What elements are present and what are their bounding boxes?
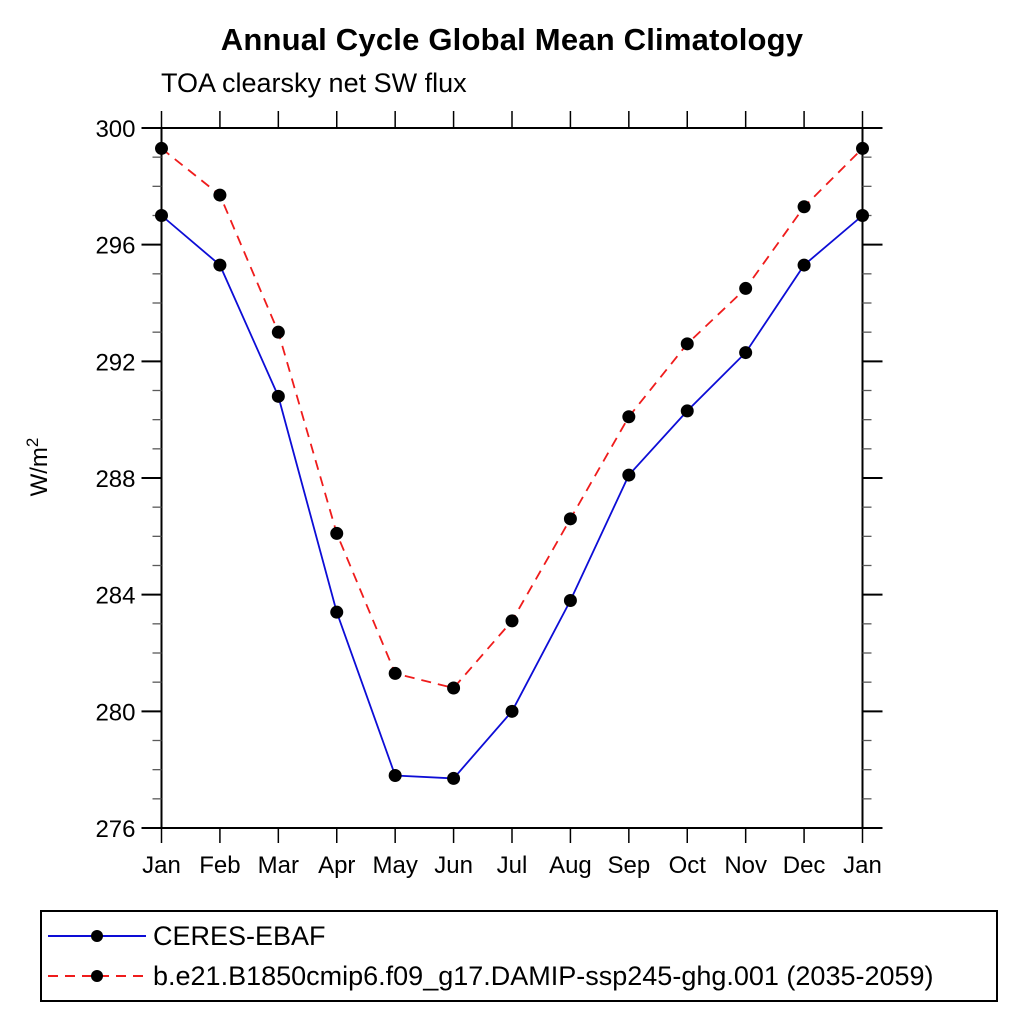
y-axis: 276 280 284 288 292 296 300 (95, 116, 883, 843)
data-point-marker (330, 526, 344, 540)
x-axis: Jan Feb Mar Apr May Jun Jul Aug Sep Oct Nov Dec Jan (142, 111, 882, 879)
data-point-marker (563, 512, 577, 526)
y-axis-tick-label: 284 (95, 583, 135, 610)
x-axis-tick-label: Apr (318, 852, 355, 879)
data-point-marker (388, 666, 402, 680)
data-point-marker (213, 258, 227, 272)
series-model (155, 141, 869, 695)
data-point-marker (680, 404, 694, 418)
legend-swatch-model (48, 970, 146, 982)
data-point-marker (155, 209, 168, 222)
y-axis-label: W/m2 (23, 438, 53, 497)
x-axis-tick-label: Jan (142, 852, 181, 879)
x-axis-tick-label: Aug (549, 852, 592, 879)
series-line (160, 214, 864, 780)
x-axis-tick-label: Jun (434, 852, 473, 879)
legend: CERES-EBAF b.e21.B1850cmip6.f09_g17.DAMI… (40, 910, 998, 1002)
data-point-marker (739, 281, 753, 295)
legend-marker-icon (91, 970, 103, 982)
x-axis-tick-label: Feb (199, 852, 240, 879)
x-axis-tick-label: May (372, 852, 417, 879)
data-point-marker (797, 200, 811, 214)
legend-label-ceres: CERES-EBAF (153, 920, 326, 951)
x-axis-tick-label: Sep (607, 852, 650, 879)
data-point-marker (856, 141, 869, 155)
data-point-marker (563, 594, 577, 607)
x-axis-tick-label: Dec (783, 852, 826, 879)
series-line (160, 147, 864, 690)
data-point-marker (213, 188, 227, 202)
data-point-marker (388, 769, 402, 782)
y-axis-tick-label: 280 (95, 699, 135, 726)
data-point-marker (856, 209, 869, 222)
data-point-marker (447, 771, 461, 785)
legend-item-model: b.e21.B1850cmip6.f09_g17.DAMIP-ssp245-gh… (46, 956, 996, 996)
series-ceres-ebaf (155, 209, 869, 785)
data-point-marker (271, 325, 285, 339)
data-point-marker (622, 468, 636, 482)
data-point-marker (447, 681, 461, 695)
plot-frame (160, 127, 864, 829)
data-point-marker (505, 704, 519, 718)
data-point-marker (797, 258, 811, 272)
y-axis-tick-label: 292 (95, 349, 135, 376)
x-axis-tick-label: Mar (258, 852, 299, 879)
data-point-marker (271, 389, 285, 403)
legend-swatch-ceres (48, 930, 146, 942)
data-point-marker (739, 346, 753, 360)
x-axis-tick-label: Jul (497, 852, 528, 879)
y-axis-tick-label: 300 (95, 116, 135, 143)
y-axis-tick-label: 288 (95, 466, 135, 493)
x-axis-tick-label: Oct (669, 852, 707, 879)
data-point-marker (622, 410, 636, 424)
y-axis-tick-label: 296 (95, 233, 135, 260)
legend-item-ceres: CERES-EBAF (46, 916, 996, 956)
data-point-marker (505, 614, 519, 628)
legend-label-model: b.e21.B1850cmip6.f09_g17.DAMIP-ssp245-gh… (153, 960, 934, 991)
data-point-marker (330, 605, 344, 619)
chart-subtitle: TOA clearsky net SW flux (161, 68, 467, 98)
legend-marker-icon (91, 930, 103, 942)
data-point-marker (680, 337, 694, 351)
y-axis-tick-label: 276 (95, 816, 135, 843)
x-axis-tick-label: Jan (843, 852, 882, 879)
chart-title: Annual Cycle Global Mean Climatology (220, 22, 804, 57)
x-axis-tick-label: Nov (724, 852, 767, 879)
data-point-marker (155, 141, 168, 155)
